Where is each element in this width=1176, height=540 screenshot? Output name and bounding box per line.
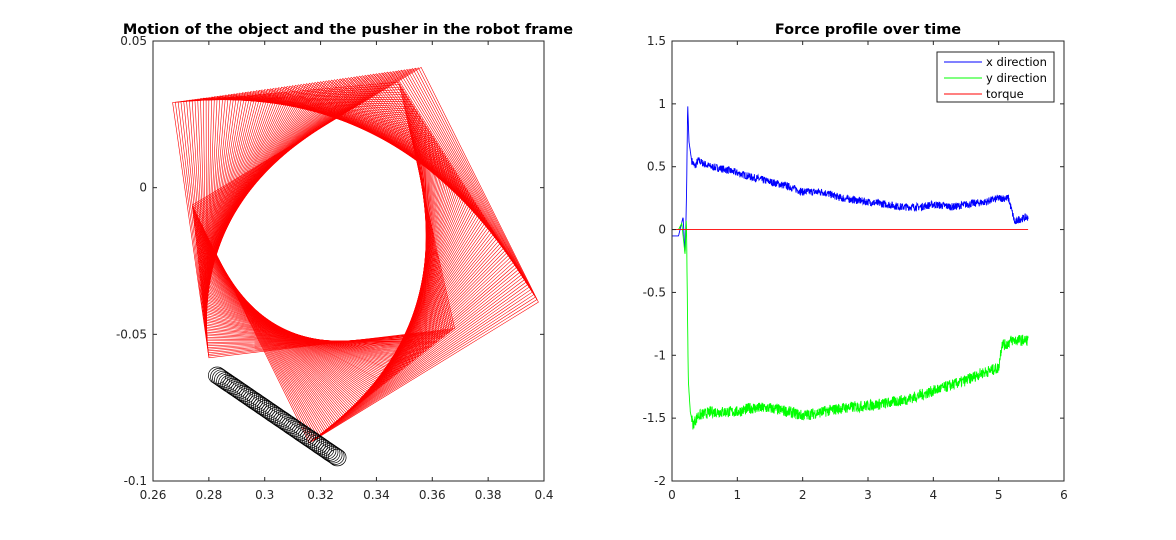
object-outline: [205, 95, 428, 352]
x-tick-label: 0.3: [255, 488, 274, 502]
object-outline: [201, 87, 458, 377]
series-line-y-direction: [672, 220, 1029, 430]
legend-label: torque: [986, 87, 1024, 101]
x-tick-label: 0.36: [419, 488, 446, 502]
object-outline: [201, 87, 459, 378]
object-outline: [186, 94, 447, 350]
pusher-circle: [326, 447, 345, 465]
x-tick-label: 4: [930, 488, 938, 502]
x-tick-label: 3: [864, 488, 872, 502]
object-outline: [195, 76, 503, 414]
force-plot-content: [672, 106, 1029, 430]
object-outline: [202, 90, 447, 368]
object-outline: [200, 98, 439, 342]
force-plot-axes-box: [671, 40, 1065, 482]
pusher-circle: [322, 444, 341, 463]
motion-plot-title: Motion of the object and the pusher in t…: [123, 22, 573, 38]
object-outline: [202, 89, 451, 372]
y-tick-label: 0.05: [120, 34, 147, 48]
object-outline: [204, 93, 436, 359]
force-plot: Force profile over time 0 1 2 3 4 5 6 -2 -1.5 -1…: [643, 22, 1068, 502]
x-tick-label: 0.28: [195, 488, 222, 502]
object-outline: [194, 73, 514, 423]
object-outline: [197, 98, 441, 343]
x-tick-label: 1: [734, 488, 742, 502]
object-outline: [194, 99, 442, 345]
object-outline: [188, 96, 446, 348]
object-outline: [206, 97, 434, 346]
object-outline: [202, 89, 448, 369]
y-tick-label: 0.5: [647, 160, 666, 174]
x-tick-label: 0.34: [363, 488, 390, 502]
object-outline: [204, 94, 429, 354]
object-outline: [203, 91, 440, 363]
x-tick-label: 6: [1060, 488, 1068, 502]
y-tick-label: -0.5: [643, 285, 666, 299]
object-outline: [205, 95, 428, 351]
object-outline: [198, 80, 484, 399]
object-outline: [194, 73, 513, 422]
object-outline: [201, 86, 461, 380]
object-outline: [201, 88, 455, 374]
object-outline: [205, 97, 436, 345]
y-tick-label: 1.5: [647, 34, 666, 48]
motion-plot-axes-box: [152, 40, 545, 482]
y-tick-label: 0: [139, 181, 147, 195]
motion-plot-content: [172, 66, 539, 467]
force-plot-legend: x direction y direction torque: [936, 51, 1055, 103]
object-outline: [204, 93, 433, 356]
object-outline: [195, 74, 510, 419]
legend-label: y direction: [986, 71, 1047, 85]
object-outline: [204, 93, 434, 358]
pusher-circle: [328, 448, 347, 467]
object-outline: [183, 91, 449, 352]
y-tick-label: -0.1: [124, 474, 147, 488]
object-outline: [205, 95, 429, 350]
object-outline: [191, 99, 444, 347]
y-tick-label: -1: [654, 348, 666, 362]
object-outline: [205, 96, 431, 349]
x-tick-label: 0.32: [307, 488, 334, 502]
x-tick-label: 0.26: [140, 488, 167, 502]
legend-label: x direction: [986, 55, 1047, 69]
object-outline: [203, 91, 444, 365]
object-outline: [172, 81, 455, 359]
y-tick-label: -1.5: [643, 411, 666, 425]
force-plot-y-ticks: -2 -1.5 -1 -0.5 0 0.5 1 1.5: [643, 34, 1064, 488]
y-tick-label: -0.05: [116, 327, 147, 341]
object-outline: [203, 92, 437, 360]
object-outline: [174, 84, 454, 357]
pusher-circle: [324, 445, 343, 464]
y-tick-label: -2: [654, 474, 666, 488]
x-tick-label: 0: [668, 488, 676, 502]
object-outline: [203, 90, 445, 367]
x-tick-label: 0.38: [475, 488, 502, 502]
object-outline: [201, 87, 456, 376]
force-plot-x-ticks: 0 1 2 3 4 5 6: [668, 41, 1068, 502]
object-outline: [204, 94, 431, 355]
object-outline: [203, 91, 442, 364]
series-line-x-direction: [672, 106, 1029, 253]
y-tick-label: 1: [658, 97, 666, 111]
x-tick-label: 0.4: [534, 488, 553, 502]
object-outline: [202, 97, 438, 343]
y-tick-label: 0: [658, 223, 666, 237]
object-outline: [202, 89, 450, 370]
motion-plot: Motion of the object and the pusher in t…: [116, 22, 573, 502]
x-tick-label: 5: [995, 488, 1003, 502]
object-outline: [180, 89, 451, 354]
force-plot-title: Force profile over time: [775, 22, 961, 38]
motion-plot-x-ticks: 0.26 0.28 0.3 0.32 0.34 0.36 0.38 0.4: [140, 41, 554, 502]
object-outline: [202, 88, 453, 373]
object-outline: [205, 96, 433, 347]
object-outline: [203, 92, 439, 361]
motion-plot-y-ticks: -0.1 -0.05 0 0.05: [116, 34, 544, 488]
x-tick-label: 2: [799, 488, 807, 502]
object-outline: [177, 86, 452, 355]
